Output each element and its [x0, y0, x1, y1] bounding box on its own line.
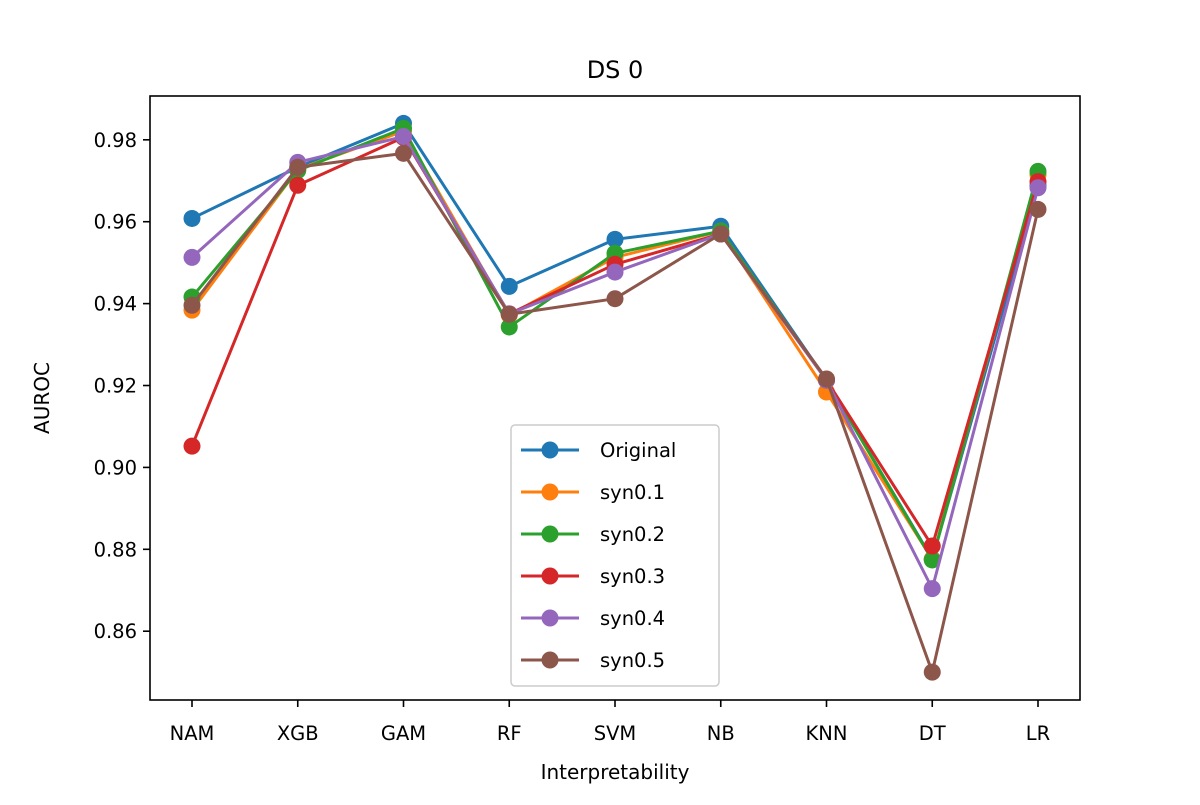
data-point: [289, 176, 307, 194]
y-axis-label: AUROC: [30, 362, 54, 434]
plot-area: NAM XGB GAM RF SVM NB KNN DT LR 0.86 0.88 0.90 0.92 0…: [94, 95, 1081, 745]
data-point: [183, 437, 201, 455]
legend-item: Original: [521, 439, 676, 462]
legend-label: syn0.2: [600, 523, 665, 546]
x-tick-label: RF: [497, 722, 522, 745]
x-tick-label: LR: [1026, 722, 1050, 745]
data-point: [606, 263, 624, 281]
x-tick-label: DT: [919, 722, 946, 745]
legend-item: syn0.5: [521, 649, 665, 672]
legend-marker: [541, 609, 559, 627]
legend-box: [510, 424, 720, 687]
x-tick-label: XGB: [277, 722, 319, 745]
data-point: [712, 225, 730, 243]
legend-label: syn0.5: [600, 649, 665, 672]
x-tick-label: KNN: [806, 722, 848, 745]
y-tick-label: 0.98: [94, 129, 137, 152]
legend-item: syn0.2: [521, 523, 665, 546]
data-point: [1029, 200, 1047, 218]
legend-item: syn0.3: [521, 565, 665, 588]
data-point: [395, 144, 412, 162]
legend-marker: [541, 651, 559, 669]
legend-marker: [541, 441, 559, 459]
x-tick-label: NB: [707, 722, 735, 745]
y-tick-label: 0.96: [94, 211, 137, 234]
y-tick-label: 0.92: [94, 375, 137, 398]
legend-item: syn0.4: [521, 607, 665, 630]
data-point: [289, 158, 307, 176]
data-point: [395, 128, 412, 146]
y-tick-label: 0.86: [94, 620, 137, 643]
data-point: [183, 296, 201, 314]
data-point: [923, 580, 941, 598]
legend: Original syn0.1 syn0.2 syn0.3 syn0.4 syn0.5: [510, 424, 720, 687]
data-point: [923, 663, 941, 681]
legend-item: syn0.1: [521, 481, 665, 504]
data-point: [500, 318, 518, 336]
data-point: [500, 305, 518, 323]
chart-title: DS 0: [587, 56, 644, 84]
data-point: [606, 290, 624, 308]
x-tick-label: NAM: [170, 722, 215, 745]
data-point: [606, 230, 624, 248]
data-point: [923, 537, 941, 555]
legend-marker: [541, 567, 559, 585]
y-tick-label: 0.90: [94, 456, 137, 479]
y-tick-label: 0.94: [94, 293, 137, 316]
x-axis-label: Interpretability: [541, 760, 690, 784]
data-point: [818, 370, 835, 388]
legend-label: syn0.4: [600, 607, 665, 630]
legend-label: syn0.1: [600, 481, 665, 504]
legend-marker: [541, 483, 559, 501]
data-point: [183, 209, 201, 227]
legend-label: syn0.3: [600, 565, 665, 588]
data-point: [1029, 179, 1047, 197]
data-point: [500, 277, 518, 295]
data-point: [923, 551, 941, 569]
legend-marker: [541, 525, 559, 543]
series-syn0.5: [183, 144, 1047, 681]
data-point: [183, 248, 201, 266]
x-tick-label: SVM: [594, 722, 637, 745]
x-tick-label: GAM: [381, 722, 426, 745]
legend-label: Original: [600, 439, 676, 462]
y-tick-label: 0.88: [94, 538, 137, 561]
